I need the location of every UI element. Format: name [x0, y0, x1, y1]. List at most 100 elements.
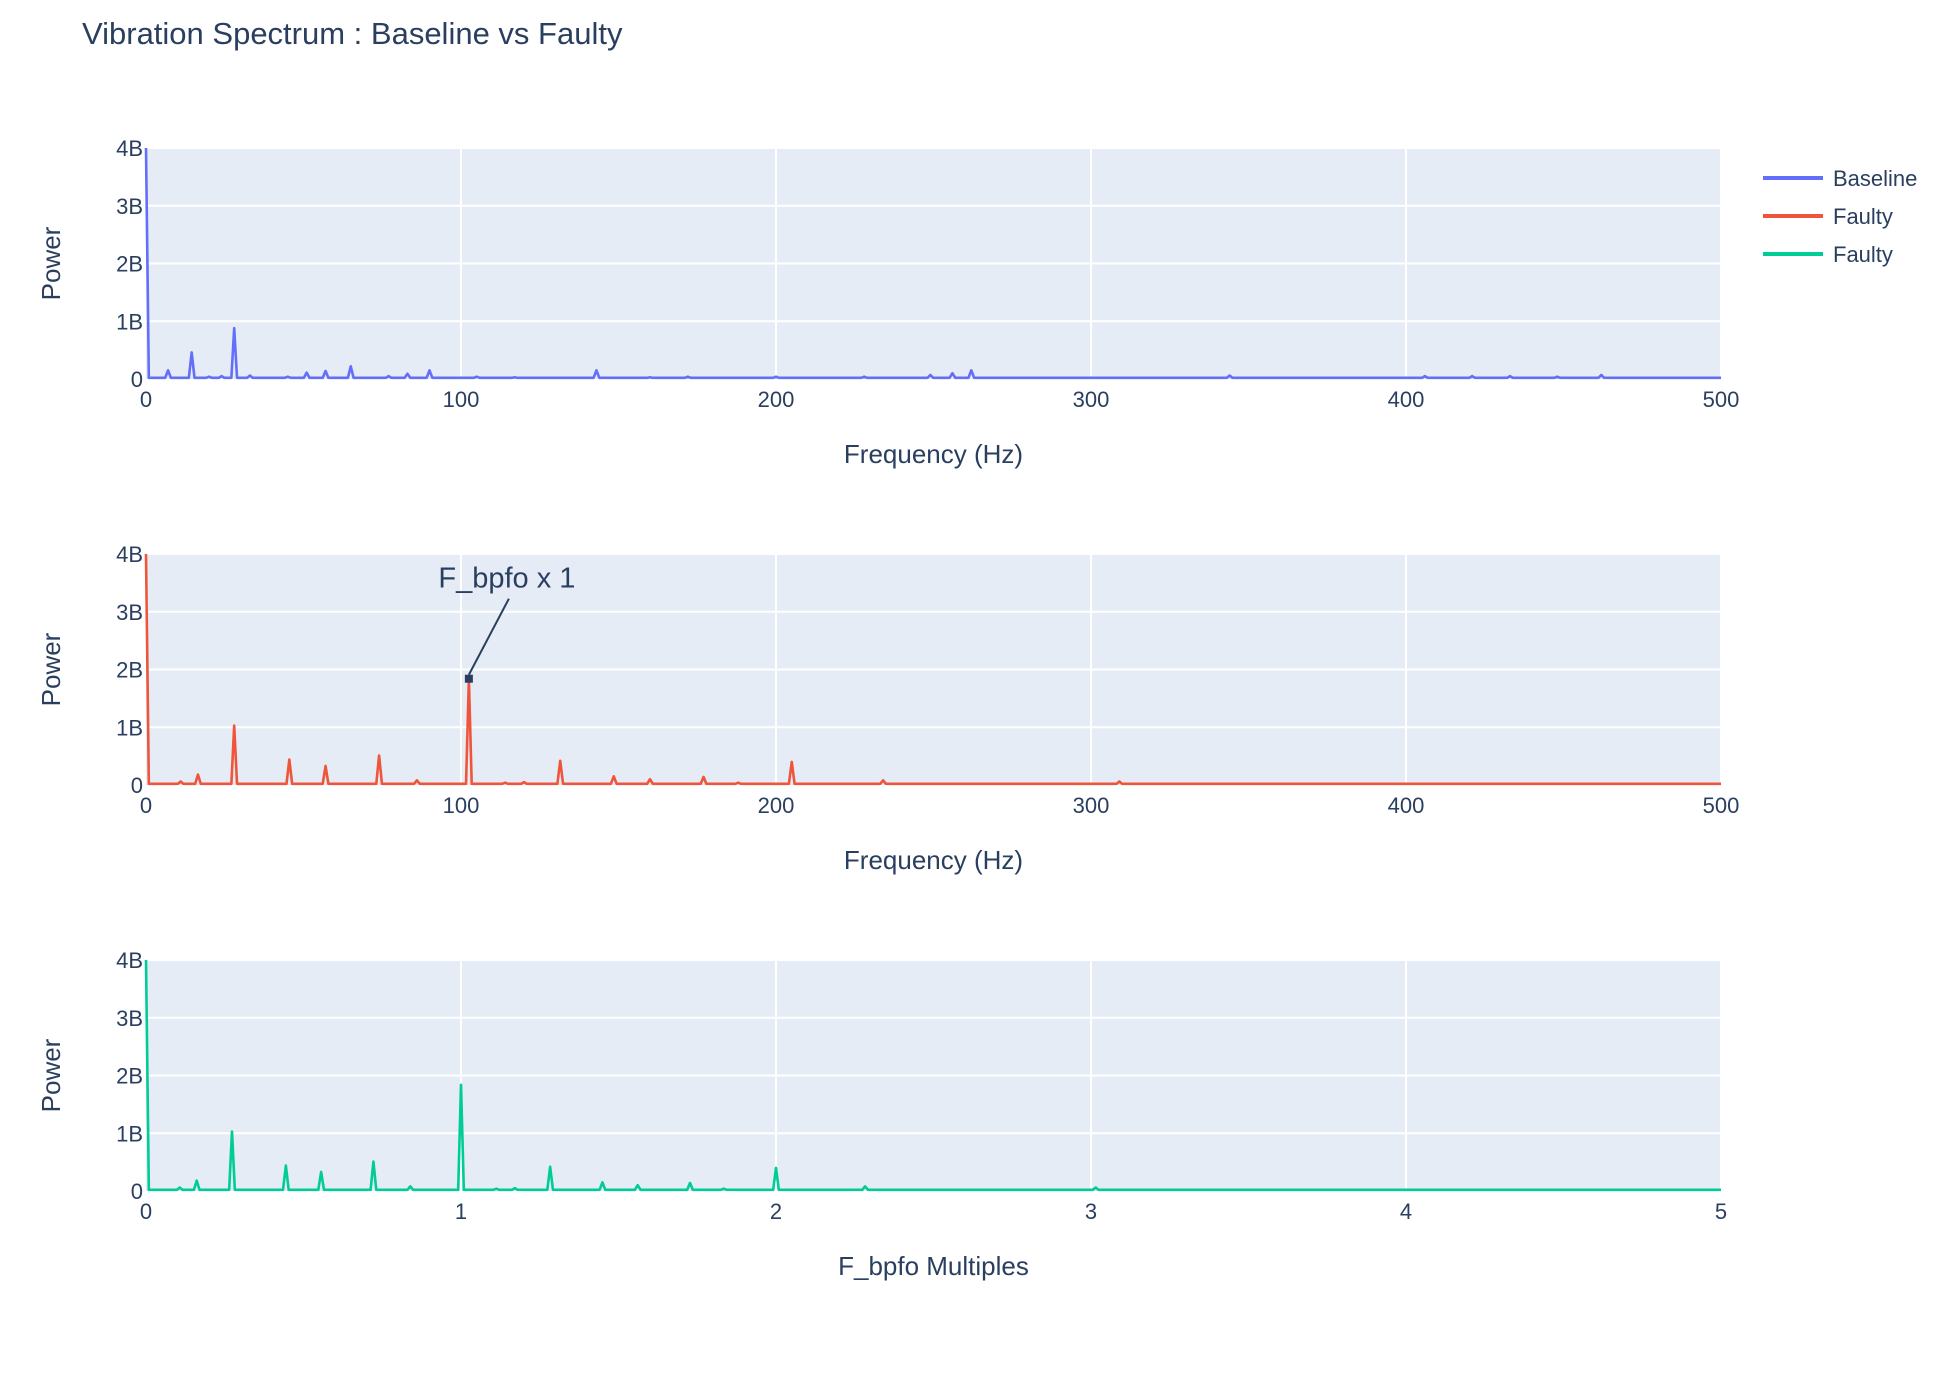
- data-point: [1422, 373, 1428, 379]
- data-point: [701, 774, 707, 780]
- x-tick-label: 200: [758, 387, 795, 412]
- legend-item[interactable]: Faulty: [1763, 204, 1893, 229]
- legend-label: Baseline: [1833, 166, 1917, 191]
- y-tick-label: 2B: [116, 658, 143, 683]
- legend: Baseline Faulty Faulty: [1763, 166, 1917, 267]
- data-point: [318, 1169, 324, 1175]
- y-tick-label: 4B: [116, 136, 143, 161]
- y-tick-label: 2B: [116, 1064, 143, 1089]
- y-tick-label: 1B: [116, 715, 143, 740]
- data-point: [1469, 373, 1475, 379]
- x-tick-label: 300: [1073, 793, 1110, 818]
- data-point: [143, 551, 149, 557]
- legend-item[interactable]: Baseline: [1763, 166, 1917, 191]
- data-point: [177, 1185, 183, 1191]
- data-point: [283, 1163, 289, 1169]
- x-tick-label: 400: [1388, 793, 1425, 818]
- data-point: [611, 773, 617, 779]
- subplot-3: 0 1 2 3 4 5 0 1B 2B 3B 4B F_bpfo Multiples Power: [36, 948, 1727, 1281]
- subplot-1: 0 100 200 300 400 500 0 1B 2B 3B 4B Frequency (Hz) P…: [36, 136, 1739, 469]
- data-point: [789, 759, 795, 765]
- y-axis-title: Power: [36, 1038, 66, 1112]
- legend-item[interactable]: Faulty: [1763, 242, 1893, 267]
- data-point: [557, 758, 563, 764]
- data-point: [1116, 779, 1122, 785]
- chart-title: Vibration Spectrum : Baseline vs Faulty: [82, 16, 623, 51]
- data-point: [348, 363, 354, 369]
- y-tick-label: 4B: [116, 948, 143, 973]
- data-point: [949, 370, 955, 376]
- data-point: [143, 957, 149, 963]
- data-point: [635, 1182, 641, 1188]
- data-point: [927, 372, 933, 378]
- y-tick-label: 4B: [116, 542, 143, 567]
- data-point: [386, 373, 392, 379]
- x-tick-label: 0: [140, 387, 152, 412]
- data-point: [493, 1186, 499, 1192]
- data-point: [1507, 373, 1513, 379]
- series-line: [144, 553, 1721, 786]
- x-tick-label: 200: [758, 793, 795, 818]
- data-point: [194, 1178, 200, 1184]
- x-axis-title: F_bpfo Multiples: [838, 1251, 1029, 1281]
- data-point: [687, 1180, 693, 1186]
- data-point: [427, 367, 433, 373]
- data-point: [231, 723, 237, 729]
- data-point: [647, 776, 653, 782]
- x-tick-label: 4: [1400, 1199, 1412, 1224]
- data-point: [458, 1082, 464, 1088]
- data-point: [247, 373, 253, 379]
- data-point: [599, 1179, 605, 1185]
- data-point: [370, 1159, 376, 1165]
- data-point: [414, 777, 420, 783]
- x-tick-label: 2: [770, 1199, 782, 1224]
- data-point: [1227, 373, 1233, 379]
- x-tick-label: 500: [1703, 387, 1740, 412]
- annotation-arrow: [467, 598, 510, 676]
- data-point: [206, 374, 212, 380]
- data-point: [547, 1164, 553, 1170]
- y-tick-label: 0: [131, 773, 143, 798]
- x-tick-label: 1: [455, 1199, 467, 1224]
- y-tick-label: 0: [131, 367, 143, 392]
- y-tick-label: 3B: [116, 600, 143, 625]
- x-axis-title: Frequency (Hz): [844, 845, 1023, 875]
- data-point: [647, 374, 653, 380]
- legend-label: Faulty: [1833, 204, 1893, 229]
- data-point: [773, 1165, 779, 1171]
- data-point: [593, 367, 599, 373]
- data-point: [219, 373, 225, 379]
- data-point: [502, 780, 508, 786]
- data-point: [304, 370, 310, 376]
- data-point: [376, 753, 382, 759]
- data-point: [143, 145, 149, 151]
- y-tick-label: 2B: [116, 252, 143, 277]
- y-tick-label: 3B: [116, 194, 143, 219]
- data-point: [404, 371, 410, 377]
- x-tick-label: 3: [1085, 1199, 1097, 1224]
- data-point: [286, 757, 292, 763]
- data-point: [512, 374, 518, 380]
- y-axis-title: Power: [36, 632, 66, 706]
- data-point: [1554, 374, 1560, 380]
- x-tick-label: 100: [443, 793, 480, 818]
- data-point: [968, 367, 974, 373]
- data-point: [189, 349, 195, 355]
- data-point: [1598, 372, 1604, 378]
- x-tick-label: 0: [140, 1199, 152, 1224]
- data-point: [231, 325, 237, 331]
- series-line: [144, 147, 1721, 380]
- data-point: [178, 779, 184, 785]
- data-point: [773, 374, 779, 380]
- data-point: [323, 763, 329, 769]
- y-tick-label: 1B: [116, 1121, 143, 1146]
- x-tick-label: 300: [1073, 387, 1110, 412]
- data-point: [195, 772, 201, 778]
- annotation-label: F_bpfo x 1: [438, 563, 575, 595]
- x-tick-label: 0: [140, 793, 152, 818]
- data-point: [474, 374, 480, 380]
- data-point: [285, 374, 291, 380]
- legend-label: Faulty: [1833, 242, 1893, 267]
- x-axis-title: Frequency (Hz): [844, 439, 1023, 469]
